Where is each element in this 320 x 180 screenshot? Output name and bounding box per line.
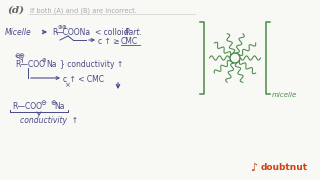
Text: Na: Na xyxy=(46,60,57,69)
Text: ⊕: ⊕ xyxy=(57,25,62,30)
Text: ⊕: ⊕ xyxy=(18,53,24,59)
Text: ♪: ♪ xyxy=(250,163,257,173)
Text: Na: Na xyxy=(54,102,65,111)
Text: ⊖: ⊖ xyxy=(14,53,20,59)
Text: } conductivity ↑: } conductivity ↑ xyxy=(60,60,123,69)
Text: If both (A) and (B) are incorrect.: If both (A) and (B) are incorrect. xyxy=(30,7,137,14)
Text: c ↑ < CMC: c ↑ < CMC xyxy=(63,75,104,84)
Text: micelle: micelle xyxy=(272,92,297,98)
Text: ⊕: ⊕ xyxy=(50,100,56,106)
Text: conductivity  ↑: conductivity ↑ xyxy=(20,116,78,125)
Text: < colloid: < colloid xyxy=(95,28,129,37)
Text: ⊖: ⊖ xyxy=(40,100,46,106)
Text: ⊕: ⊕ xyxy=(42,58,47,63)
Text: —COONa: —COONa xyxy=(56,28,91,37)
Text: (d): (d) xyxy=(7,6,24,15)
Text: R—COO: R—COO xyxy=(12,102,42,111)
Text: R—COO: R—COO xyxy=(15,60,45,69)
Text: ⊕: ⊕ xyxy=(61,25,66,30)
Text: Micelle: Micelle xyxy=(5,28,32,37)
Text: c ↑ ≥: c ↑ ≥ xyxy=(98,37,120,46)
Text: CMC: CMC xyxy=(121,37,138,46)
Text: Part.: Part. xyxy=(125,28,143,37)
Text: R: R xyxy=(52,28,57,37)
Text: doubtnut: doubtnut xyxy=(261,163,308,172)
Text: ×: × xyxy=(64,82,70,88)
